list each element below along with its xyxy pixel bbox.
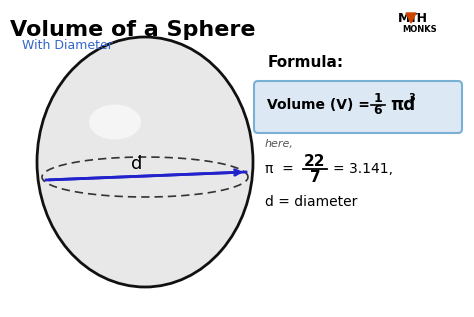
- Text: π  =: π =: [265, 162, 294, 176]
- Ellipse shape: [37, 37, 253, 287]
- Text: TH: TH: [409, 12, 428, 25]
- Text: With Diameter: With Diameter: [22, 39, 113, 52]
- Ellipse shape: [89, 105, 141, 139]
- Text: 3: 3: [408, 93, 415, 103]
- Text: here,: here,: [265, 139, 294, 149]
- Text: Formula:: Formula:: [268, 55, 344, 70]
- Text: d = diameter: d = diameter: [265, 195, 357, 209]
- Text: πd: πd: [390, 96, 415, 114]
- Text: M: M: [398, 12, 410, 25]
- Text: 7: 7: [310, 170, 320, 184]
- Polygon shape: [406, 13, 416, 23]
- Text: Volume of a Sphere: Volume of a Sphere: [10, 20, 255, 40]
- Text: Volume (V) =: Volume (V) =: [267, 98, 370, 112]
- Text: 1: 1: [374, 93, 383, 106]
- Text: = 3.141,: = 3.141,: [333, 162, 393, 176]
- Text: 22: 22: [304, 154, 326, 170]
- FancyBboxPatch shape: [254, 81, 462, 133]
- Text: MONKS: MONKS: [402, 25, 437, 34]
- Text: d: d: [131, 155, 142, 173]
- Text: 6: 6: [374, 105, 383, 118]
